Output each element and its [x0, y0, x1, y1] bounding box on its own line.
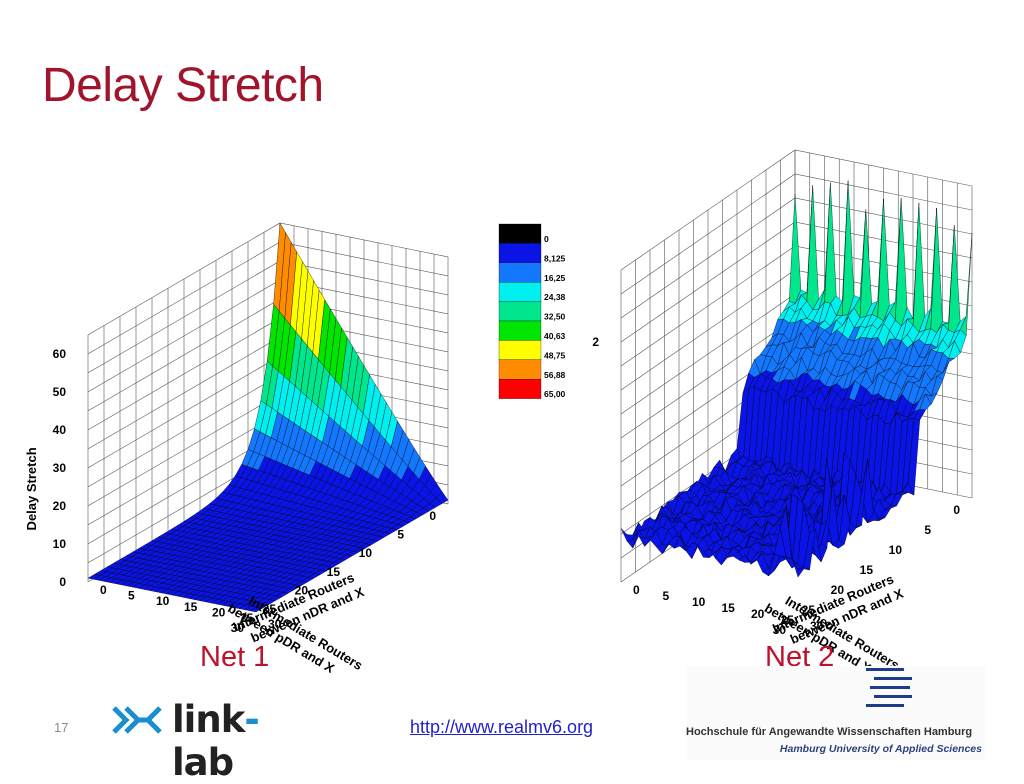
x-tick-label: 30 [231, 621, 245, 635]
y-tick-label: 25 [240, 611, 254, 625]
legend-swatch [498, 379, 542, 399]
y-tick-label: 25 [781, 613, 795, 627]
haw-english-name: Hamburg University of Applied Sciences [779, 743, 982, 755]
y-tick-label: 20 [751, 607, 765, 621]
legend-swatch [498, 243, 542, 263]
surface-mesh [620, 180, 973, 578]
gridline [87, 222, 449, 336]
legend-label: 56,88 [544, 370, 566, 380]
x-tick-label: 20 [295, 584, 309, 598]
surface-cell [249, 606, 263, 613]
legend-label: 32,50 [544, 312, 566, 322]
gridline [87, 241, 449, 355]
y-tick-label: 10 [156, 594, 170, 608]
legend-label: 48,75 [544, 350, 566, 360]
surface-cell [791, 558, 805, 578]
z-tick-label: 50 [53, 385, 67, 399]
z-tick-label: 40 [53, 423, 67, 437]
legend-label: 16,25 [544, 273, 566, 283]
slide-number: 17 [54, 720, 69, 735]
link-lab-logo: link-lab [110, 696, 310, 784]
legend-swatch [498, 282, 542, 302]
color-legend: 0 8,125 16,25 24,38 32,50 40,63 48,75 56,88 65,0… [498, 223, 566, 399]
realmv6-link[interactable]: http://www.realmv6.org [410, 717, 594, 737]
link-lab-wordmark: link-lab [172, 698, 260, 784]
x-tick-label: 15 [860, 563, 874, 577]
z-tick-label: 0 [59, 575, 66, 589]
surface-cell [948, 225, 961, 333]
legend-label: 40,63 [544, 331, 566, 341]
y-tick-label: 30 [268, 617, 282, 631]
y-tick-label: 20 [212, 606, 226, 620]
y-tick-label: 5 [663, 589, 670, 603]
x-tick-label: 10 [359, 546, 373, 560]
x-tick-label: 5 [397, 528, 404, 542]
x-tick-label: 10 [889, 543, 903, 557]
x-tick-label: 20 [831, 583, 845, 597]
surface-mesh [87, 222, 449, 613]
x-tick-label: 25 [802, 603, 816, 617]
x-tick-label: 0 [429, 509, 436, 523]
legend-swatch [498, 359, 542, 380]
legend-label: 24,38 [544, 292, 566, 302]
y-tick-label: 0 [100, 583, 107, 597]
y-tick-label: 30 [810, 619, 824, 633]
x-tick-label: 5 [924, 523, 931, 537]
surface-cell [859, 209, 872, 318]
surface-cell [806, 185, 819, 310]
surface-cell [842, 180, 855, 316]
x-tick-label: 30 [773, 623, 787, 637]
legend-swatch [498, 320, 542, 341]
surface-cell [824, 182, 837, 304]
legend-swatch [498, 301, 542, 322]
surface-cell [895, 197, 908, 327]
z-tick-label: 10 [53, 537, 67, 551]
z-tick-label: 60 [53, 347, 67, 361]
z-axis-title: Delay Stretch [24, 447, 39, 530]
y-tick-label: 15 [184, 600, 198, 614]
link-lab-mark-icon [112, 706, 162, 734]
y-tick-label: 0 [633, 583, 640, 597]
net1-caption: Net 1 [200, 641, 270, 673]
y-tick-label: 15 [722, 601, 736, 615]
haw-hamburg-logo: Hochschule für Angewandte Wissenschaften… [686, 666, 986, 760]
slide-title: Delay Stretch [42, 59, 324, 112]
x-tick-label: 0 [953, 503, 960, 517]
x-tick-label: 15 [327, 565, 341, 579]
legend-swatch [498, 340, 542, 360]
legend-label: 8,125 [544, 253, 566, 263]
z-tick-label: 30 [53, 461, 67, 475]
legend-label: 0 [544, 234, 549, 244]
z-tick-label: 20 [53, 499, 67, 513]
surface-cell [877, 199, 890, 322]
legend-label: 65,00 [544, 389, 566, 399]
legend-swatch [498, 262, 542, 283]
y-tick-label: 10 [692, 595, 706, 609]
surface-cell [930, 208, 943, 334]
y-tick-label: 5 [128, 589, 135, 603]
haw-name: Hochschule für Angewandte Wissenschaften… [686, 726, 973, 738]
z-tick-label: 2 [592, 335, 599, 349]
legend-swatch [498, 223, 542, 244]
haw-stripes-icon [866, 668, 912, 707]
x-tick-label: 25 [263, 602, 277, 616]
